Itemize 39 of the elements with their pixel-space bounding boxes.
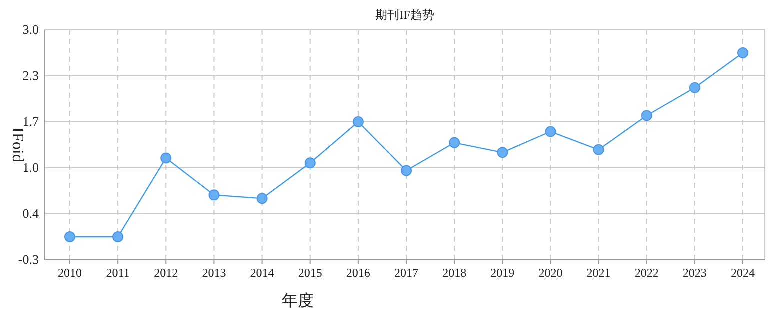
x-tick-label: 2012 xyxy=(154,266,178,280)
point xyxy=(208,190,220,201)
x-tick-label: 2014 xyxy=(250,266,274,280)
point xyxy=(64,232,76,242)
y-tick-label: -0.3 xyxy=(18,252,39,267)
x-tick-label: 2015 xyxy=(298,266,322,280)
point xyxy=(593,144,604,156)
x-tick-label: 2017 xyxy=(394,266,418,280)
point xyxy=(256,193,268,204)
point xyxy=(352,116,364,128)
point xyxy=(689,82,700,94)
x-tick-label: 2020 xyxy=(538,266,563,280)
point xyxy=(160,152,172,164)
y-tick-label: 1.0 xyxy=(22,160,39,175)
point xyxy=(738,48,748,58)
x-tick-label: 2010 xyxy=(58,266,82,280)
y-tick-label: 3.0 xyxy=(22,22,39,37)
x-tick-label: 2022 xyxy=(634,266,659,280)
y-tick-label: 0.4 xyxy=(22,206,40,221)
x-tick-label: 2016 xyxy=(346,266,370,280)
point xyxy=(545,126,556,138)
point xyxy=(401,165,412,176)
x-axis-title: 年度 xyxy=(282,292,314,310)
x-tick-label: 2023 xyxy=(682,266,707,280)
x-tick-label: 2021 xyxy=(586,266,611,280)
x-tick-label: 2011 xyxy=(106,266,130,280)
x-tick-label: 2018 xyxy=(442,266,467,280)
x-tick-label: 2013 xyxy=(202,266,226,280)
point xyxy=(641,110,652,122)
x-tick-label: 2019 xyxy=(490,266,515,280)
point xyxy=(112,232,124,242)
point xyxy=(449,137,460,148)
y-axis-title: IFoid xyxy=(9,128,26,162)
point xyxy=(497,147,508,158)
point xyxy=(304,158,316,169)
y-tick-label: 2.3 xyxy=(22,68,39,83)
chart-title: 期刊IF趋势 xyxy=(376,8,434,22)
y-tick-label: 1.7 xyxy=(22,114,40,129)
x-tick-label: 2024 xyxy=(731,266,755,280)
